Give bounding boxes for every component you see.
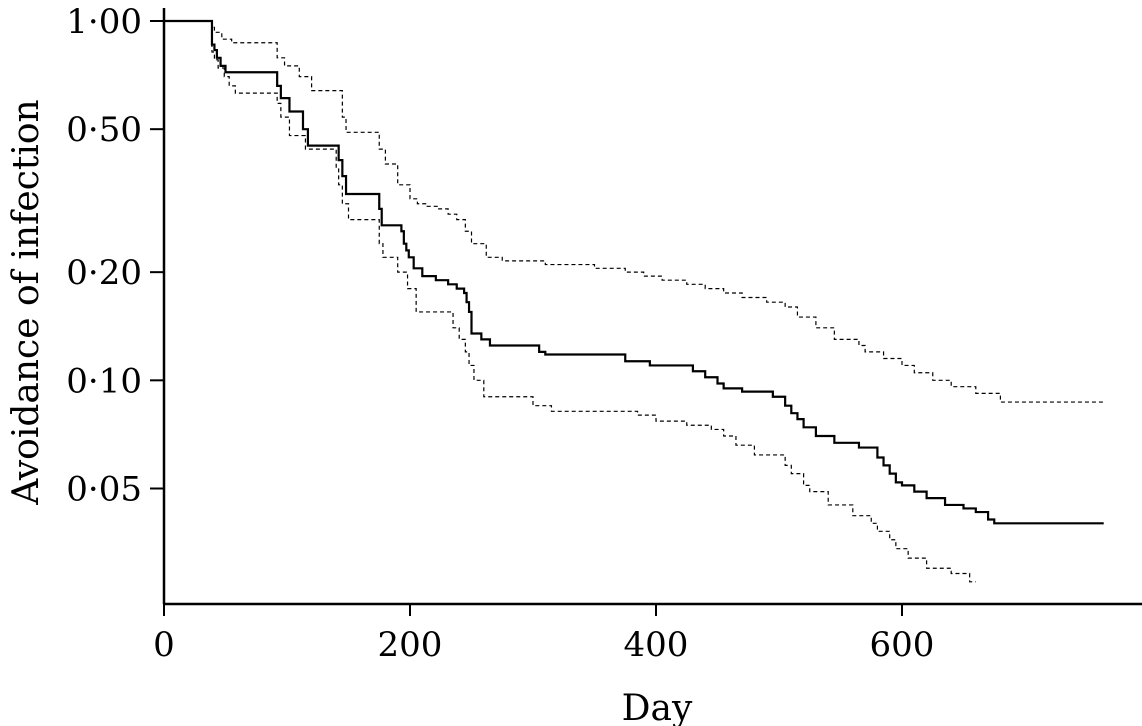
- survival-estimate-line: [164, 19, 1104, 525]
- y-tick-label: 0·20: [66, 253, 142, 293]
- x-axis-title: Day: [622, 688, 693, 726]
- y-tick-label: 1·00: [66, 2, 142, 42]
- y-tick-label: 0·05: [66, 470, 142, 510]
- y-tick-label: 0·10: [66, 361, 142, 401]
- x-tick-label: 600: [870, 625, 935, 665]
- confidence-bound-line: [164, 20, 976, 583]
- axes: [162, 8, 1142, 606]
- confidence-bound-line: [164, 20, 1104, 403]
- series-layer: [164, 19, 1104, 583]
- y-axis-title: Avoidance of infection: [6, 99, 47, 505]
- y-tick-label: 0·50: [66, 110, 142, 150]
- ticks: 0 200 400 600 1·00 0·50 0·20 0·10 0·05: [66, 2, 934, 665]
- x-tick-label: 0: [153, 625, 175, 665]
- x-tick-label: 400: [624, 625, 689, 665]
- x-tick-label: 200: [378, 625, 443, 665]
